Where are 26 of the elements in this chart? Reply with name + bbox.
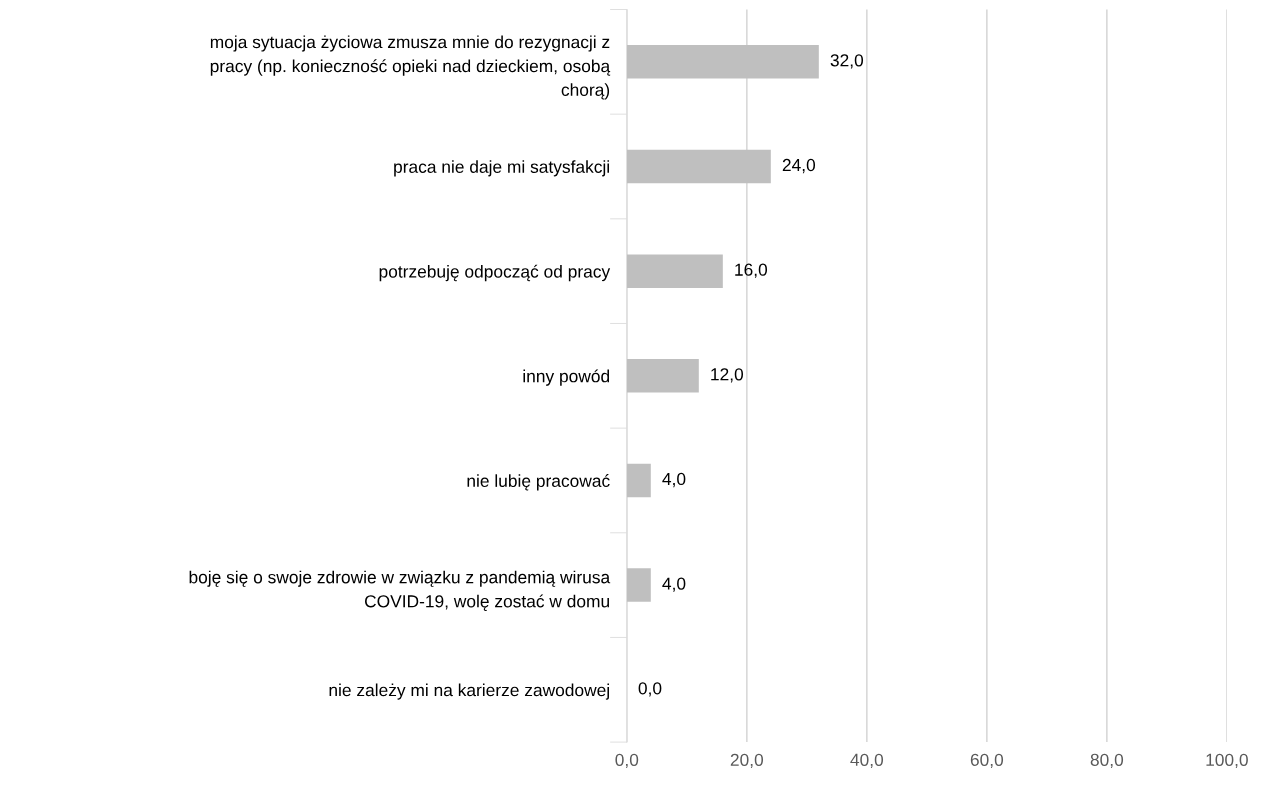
- bar: [626, 568, 651, 602]
- x-tick-label: 0,0: [615, 753, 639, 769]
- bar: [626, 149, 771, 184]
- data-label: 32,0: [830, 54, 864, 69]
- data-label: 4,0: [662, 472, 686, 488]
- y-tick-label: nie lubię pracować: [467, 474, 610, 491]
- data-label: 24,0: [782, 158, 816, 174]
- y-tick-label: potrzebuję odpocząć od pracy: [379, 264, 611, 282]
- data-label: 4,0: [662, 577, 686, 592]
- x-tick-label: 40,0: [850, 753, 884, 769]
- bar: [626, 254, 723, 288]
- y-tick-label: moja sytuacja życiowa zmusza mnie do rezygnacji z pracy (np. konieczność opieki nad dzieckiem, osobą chorą): [210, 35, 611, 100]
- x-tick-label: 100,0: [1206, 753, 1248, 769]
- data-label: 16,0: [735, 263, 768, 278]
- data-label: 0,0: [638, 682, 662, 697]
- data-label: 12,0: [711, 368, 744, 383]
- y-tick-label: nie zależy mi na karierze zawodowej: [329, 683, 609, 700]
- y-tick-label: praca nie daje mi satysfakcji: [394, 160, 609, 177]
- bar: [626, 359, 699, 393]
- bar: [626, 45, 819, 79]
- y-tick-label: inny powód: [523, 369, 610, 386]
- bar: [626, 463, 651, 498]
- x-tick-label: 20,0: [730, 753, 764, 769]
- y-tick-label: boję się o swoje zdrowie w związku z pandemią wirusa COVID-19, wolę zostać w domu: [189, 570, 611, 611]
- x-tick-label: 60,0: [970, 753, 1004, 769]
- x-tick-label: 80,0: [1090, 753, 1124, 769]
